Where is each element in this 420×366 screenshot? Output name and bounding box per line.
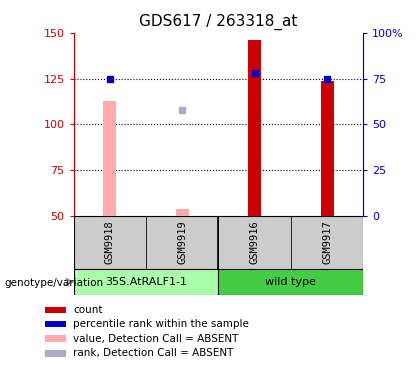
Bar [218,216,291,269]
Bar [218,269,363,295]
Bar [45,321,66,327]
Text: GSM9917: GSM9917 [322,221,332,264]
Text: GSM9918: GSM9918 [105,221,115,264]
Text: value, Detection Call = ABSENT: value, Detection Call = ABSENT [73,334,238,344]
Bar [176,209,189,216]
Text: GSM9919: GSM9919 [177,221,187,264]
Bar [45,335,66,342]
Text: rank, Detection Call = ABSENT: rank, Detection Call = ABSENT [73,348,233,358]
Bar [74,269,218,295]
Bar [45,307,66,313]
Title: GDS617 / 263318_at: GDS617 / 263318_at [139,14,298,30]
Bar [291,216,363,269]
Bar [45,350,66,356]
Text: percentile rank within the sample: percentile rank within the sample [73,319,249,329]
Text: genotype/variation: genotype/variation [4,277,103,288]
Bar [248,40,261,216]
Bar [74,216,146,269]
Bar [320,81,333,216]
Text: wild type: wild type [265,277,316,287]
Text: 35S.AtRALF1-1: 35S.AtRALF1-1 [105,277,187,287]
Bar [146,216,218,269]
Bar [103,101,116,216]
Text: count: count [73,305,102,315]
Text: GSM9916: GSM9916 [249,221,260,264]
